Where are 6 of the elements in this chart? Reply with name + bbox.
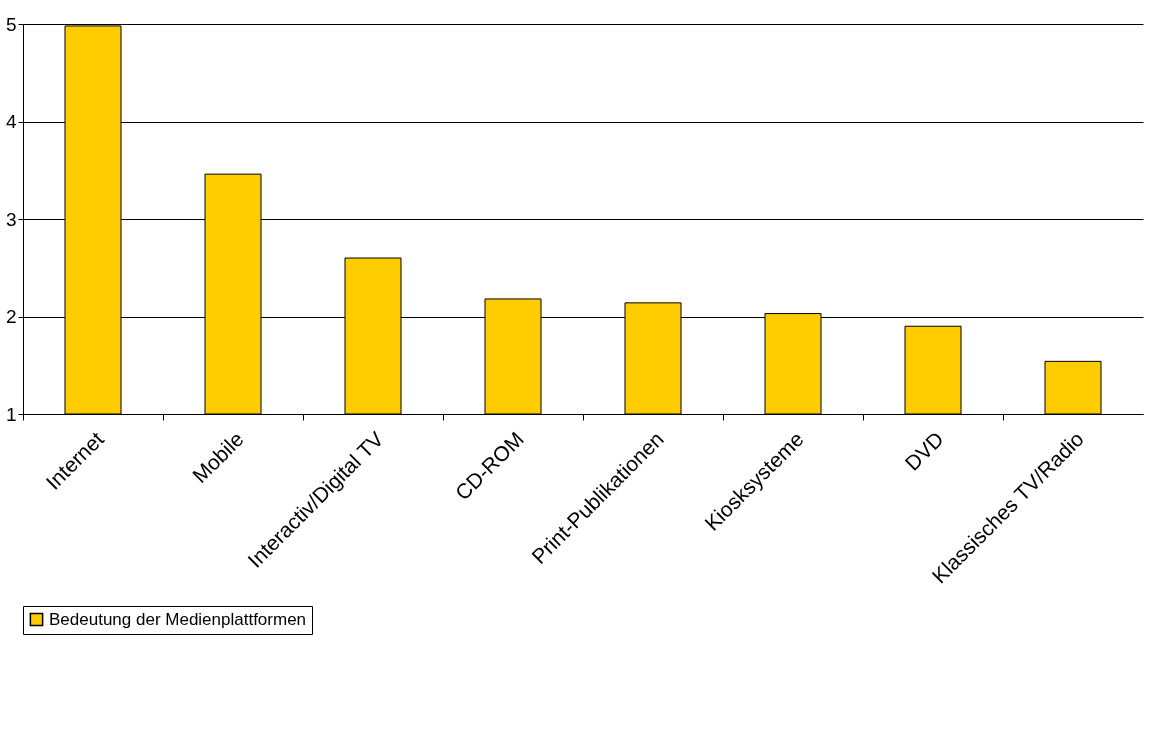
y-tick-label: 2 [5,306,17,327]
y-tick-label: 3 [5,208,17,230]
y-tick-label: 5 [5,13,17,35]
y-tick-label: 4 [5,111,17,132]
legend-label: Bedeutung der Medienplattformen [49,609,307,629]
y-tick-label: 1 [5,403,17,425]
